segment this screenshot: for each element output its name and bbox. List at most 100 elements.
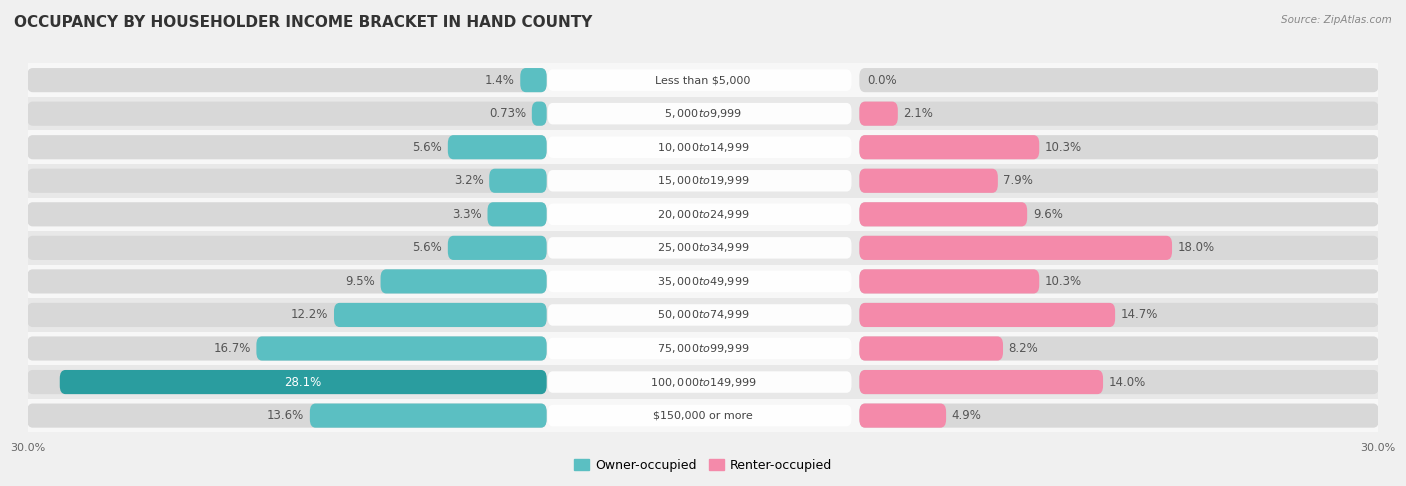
FancyBboxPatch shape bbox=[27, 370, 547, 394]
FancyBboxPatch shape bbox=[548, 204, 852, 225]
Text: $10,000 to $14,999: $10,000 to $14,999 bbox=[657, 141, 749, 154]
FancyBboxPatch shape bbox=[28, 231, 1378, 265]
FancyBboxPatch shape bbox=[859, 102, 898, 126]
Text: 4.9%: 4.9% bbox=[952, 409, 981, 422]
FancyBboxPatch shape bbox=[859, 135, 1379, 159]
FancyBboxPatch shape bbox=[548, 137, 852, 158]
FancyBboxPatch shape bbox=[548, 170, 852, 191]
Text: 9.5%: 9.5% bbox=[346, 275, 375, 288]
FancyBboxPatch shape bbox=[548, 371, 852, 393]
FancyBboxPatch shape bbox=[859, 269, 1379, 294]
FancyBboxPatch shape bbox=[28, 265, 1378, 298]
Text: $20,000 to $24,999: $20,000 to $24,999 bbox=[657, 208, 749, 221]
FancyBboxPatch shape bbox=[27, 169, 547, 193]
FancyBboxPatch shape bbox=[60, 370, 547, 394]
FancyBboxPatch shape bbox=[28, 365, 1378, 399]
FancyBboxPatch shape bbox=[27, 236, 547, 260]
FancyBboxPatch shape bbox=[27, 68, 547, 92]
Text: 12.2%: 12.2% bbox=[291, 309, 329, 321]
Text: $25,000 to $34,999: $25,000 to $34,999 bbox=[657, 242, 749, 254]
Text: 28.1%: 28.1% bbox=[284, 376, 322, 388]
Text: $150,000 or more: $150,000 or more bbox=[654, 411, 752, 420]
FancyBboxPatch shape bbox=[489, 169, 547, 193]
FancyBboxPatch shape bbox=[28, 332, 1378, 365]
FancyBboxPatch shape bbox=[859, 303, 1115, 327]
Text: 10.3%: 10.3% bbox=[1045, 275, 1083, 288]
FancyBboxPatch shape bbox=[548, 304, 852, 326]
Text: Less than $5,000: Less than $5,000 bbox=[655, 75, 751, 85]
FancyBboxPatch shape bbox=[28, 97, 1378, 130]
Text: 5.6%: 5.6% bbox=[412, 141, 443, 154]
FancyBboxPatch shape bbox=[531, 102, 547, 126]
FancyBboxPatch shape bbox=[27, 336, 547, 361]
Text: 9.6%: 9.6% bbox=[1033, 208, 1063, 221]
FancyBboxPatch shape bbox=[27, 403, 547, 428]
FancyBboxPatch shape bbox=[28, 399, 1378, 433]
FancyBboxPatch shape bbox=[256, 336, 547, 361]
FancyBboxPatch shape bbox=[859, 68, 1379, 92]
FancyBboxPatch shape bbox=[859, 202, 1028, 226]
FancyBboxPatch shape bbox=[548, 271, 852, 292]
FancyBboxPatch shape bbox=[335, 303, 547, 327]
FancyBboxPatch shape bbox=[27, 102, 547, 126]
FancyBboxPatch shape bbox=[859, 370, 1104, 394]
FancyBboxPatch shape bbox=[548, 405, 852, 426]
Text: $50,000 to $74,999: $50,000 to $74,999 bbox=[657, 309, 749, 321]
FancyBboxPatch shape bbox=[859, 169, 1379, 193]
FancyBboxPatch shape bbox=[859, 102, 1379, 126]
FancyBboxPatch shape bbox=[548, 338, 852, 359]
FancyBboxPatch shape bbox=[859, 236, 1379, 260]
FancyBboxPatch shape bbox=[28, 63, 1378, 97]
FancyBboxPatch shape bbox=[859, 403, 946, 428]
Text: 13.6%: 13.6% bbox=[267, 409, 304, 422]
Text: OCCUPANCY BY HOUSEHOLDER INCOME BRACKET IN HAND COUNTY: OCCUPANCY BY HOUSEHOLDER INCOME BRACKET … bbox=[14, 15, 592, 30]
FancyBboxPatch shape bbox=[28, 164, 1378, 197]
FancyBboxPatch shape bbox=[859, 303, 1379, 327]
Text: 3.2%: 3.2% bbox=[454, 174, 484, 187]
FancyBboxPatch shape bbox=[449, 135, 547, 159]
Text: $5,000 to $9,999: $5,000 to $9,999 bbox=[664, 107, 742, 120]
FancyBboxPatch shape bbox=[27, 135, 547, 159]
FancyBboxPatch shape bbox=[381, 269, 547, 294]
Text: 7.9%: 7.9% bbox=[1004, 174, 1033, 187]
Legend: Owner-occupied, Renter-occupied: Owner-occupied, Renter-occupied bbox=[568, 453, 838, 477]
Text: 8.2%: 8.2% bbox=[1008, 342, 1039, 355]
Text: $35,000 to $49,999: $35,000 to $49,999 bbox=[657, 275, 749, 288]
Text: 0.0%: 0.0% bbox=[868, 73, 897, 87]
FancyBboxPatch shape bbox=[859, 135, 1039, 159]
FancyBboxPatch shape bbox=[488, 202, 547, 226]
FancyBboxPatch shape bbox=[28, 197, 1378, 231]
Text: $15,000 to $19,999: $15,000 to $19,999 bbox=[657, 174, 749, 187]
Text: 14.0%: 14.0% bbox=[1109, 376, 1146, 388]
FancyBboxPatch shape bbox=[27, 269, 547, 294]
FancyBboxPatch shape bbox=[449, 236, 547, 260]
FancyBboxPatch shape bbox=[548, 103, 852, 124]
Text: 0.73%: 0.73% bbox=[489, 107, 526, 120]
FancyBboxPatch shape bbox=[520, 68, 547, 92]
FancyBboxPatch shape bbox=[548, 237, 852, 259]
Text: $75,000 to $99,999: $75,000 to $99,999 bbox=[657, 342, 749, 355]
Text: 5.6%: 5.6% bbox=[412, 242, 443, 254]
FancyBboxPatch shape bbox=[27, 303, 547, 327]
Text: 1.4%: 1.4% bbox=[485, 73, 515, 87]
FancyBboxPatch shape bbox=[859, 202, 1379, 226]
FancyBboxPatch shape bbox=[859, 336, 1379, 361]
FancyBboxPatch shape bbox=[27, 202, 547, 226]
FancyBboxPatch shape bbox=[859, 236, 1173, 260]
FancyBboxPatch shape bbox=[859, 169, 998, 193]
Text: 2.1%: 2.1% bbox=[904, 107, 934, 120]
FancyBboxPatch shape bbox=[859, 370, 1379, 394]
FancyBboxPatch shape bbox=[859, 336, 1002, 361]
FancyBboxPatch shape bbox=[859, 403, 1379, 428]
Text: $100,000 to $149,999: $100,000 to $149,999 bbox=[650, 376, 756, 388]
Text: 10.3%: 10.3% bbox=[1045, 141, 1083, 154]
Text: 16.7%: 16.7% bbox=[214, 342, 250, 355]
FancyBboxPatch shape bbox=[28, 298, 1378, 332]
Text: Source: ZipAtlas.com: Source: ZipAtlas.com bbox=[1281, 15, 1392, 25]
FancyBboxPatch shape bbox=[28, 130, 1378, 164]
FancyBboxPatch shape bbox=[309, 403, 547, 428]
FancyBboxPatch shape bbox=[548, 69, 852, 91]
Text: 3.3%: 3.3% bbox=[453, 208, 482, 221]
Text: 14.7%: 14.7% bbox=[1121, 309, 1159, 321]
Text: 18.0%: 18.0% bbox=[1178, 242, 1215, 254]
